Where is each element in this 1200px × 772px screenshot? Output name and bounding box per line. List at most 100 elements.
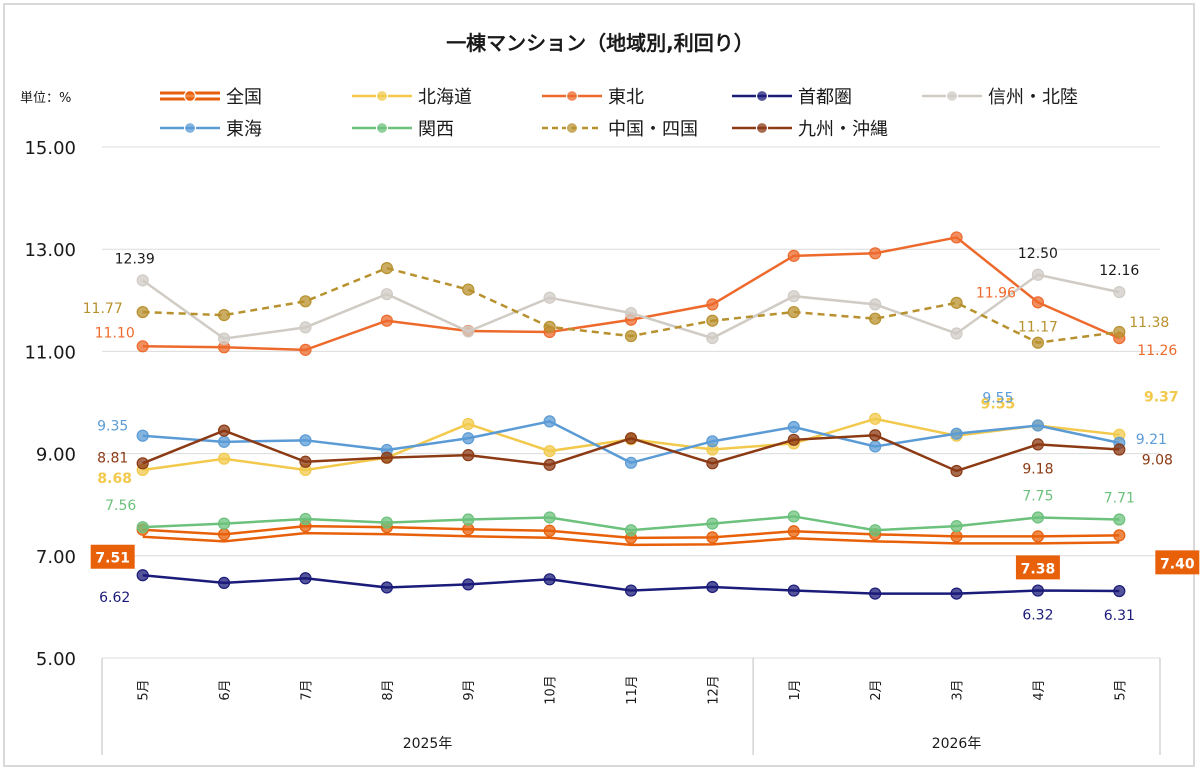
data-point: [706, 531, 719, 544]
data-point: [869, 429, 882, 442]
data-point: [217, 452, 231, 465]
data-label: 7.40: [1160, 556, 1195, 572]
legend-label: 中国・四国: [608, 119, 698, 140]
data-point: [543, 415, 556, 428]
data-point: [136, 340, 149, 353]
data-label: 11.38: [1129, 315, 1169, 331]
legend-label: 東海: [226, 119, 262, 140]
data-label: 12.50: [1018, 246, 1058, 262]
legend-label: 首都圏: [798, 87, 852, 108]
data-point: [217, 424, 231, 437]
data-point: [950, 296, 963, 309]
data-point: [462, 578, 475, 591]
x-tick-label: 10月: [544, 675, 559, 705]
legend-label: 全国: [226, 87, 262, 108]
data-point: [462, 325, 475, 338]
data-point: [950, 587, 963, 600]
data-point: [787, 305, 800, 319]
legend-label: 九州・沖縄: [798, 119, 888, 140]
data-label-box: [90, 544, 135, 569]
data-point: [624, 329, 638, 343]
x-group-label: 2025年: [403, 736, 453, 752]
data-label: 11.96: [976, 285, 1016, 301]
y-tick-label: 5.00: [36, 649, 76, 670]
x-tick-label: 11月: [625, 675, 640, 705]
data-point: [543, 573, 556, 586]
data-label: 11.26: [1137, 343, 1177, 359]
data-point: [1031, 336, 1045, 349]
data-point: [624, 432, 638, 445]
data-point: [869, 524, 882, 537]
data-point: [869, 440, 882, 453]
legend-marker: [565, 121, 579, 135]
data-label: 12.16: [1099, 263, 1139, 279]
data-label: 7.38: [1021, 561, 1056, 577]
data-point: [543, 511, 556, 524]
data-point: [136, 429, 149, 442]
y-tick-label: 11.00: [24, 342, 76, 363]
data-point: [543, 320, 556, 333]
data-label: 11.17: [1018, 320, 1058, 336]
data-label: 9.37: [1144, 390, 1179, 406]
data-point: [706, 517, 719, 530]
data-point: [1113, 443, 1126, 456]
data-point: [1031, 268, 1045, 281]
data-point: [217, 517, 231, 530]
data-point: [869, 298, 882, 311]
data-label: 7.51: [95, 551, 130, 567]
data-label: 7.75: [1022, 488, 1053, 504]
y-tick-label: 7.00: [36, 547, 76, 568]
data-label: 6.62: [99, 590, 130, 606]
data-point: [299, 512, 312, 526]
data-point: [950, 464, 963, 478]
legend-marker: [755, 89, 769, 103]
data-point: [299, 434, 312, 447]
data-point: [136, 569, 149, 582]
data-point: [869, 312, 882, 325]
data-point: [1031, 438, 1045, 451]
data-point: [706, 457, 719, 470]
data-point: [1113, 584, 1126, 598]
data-point: [1031, 584, 1045, 597]
data-point: [299, 572, 312, 585]
data-point: [950, 530, 963, 543]
data-label-box: [1015, 555, 1060, 580]
data-point: [787, 584, 800, 597]
data-point: [706, 332, 719, 345]
data-point: [1031, 296, 1045, 309]
y-tick-label: 15.00: [24, 138, 76, 159]
data-label: 8.81: [97, 450, 128, 466]
data-point: [462, 449, 475, 462]
data-label: 9.55: [982, 390, 1013, 406]
data-point: [136, 274, 149, 287]
x-tick-label: 2月: [869, 679, 884, 700]
x-tick-label: 5月: [1113, 679, 1128, 700]
data-point: [217, 435, 231, 448]
data-label: 11.10: [95, 325, 135, 341]
data-point: [136, 457, 149, 470]
x-tick-label: 3月: [951, 679, 966, 700]
data-point: [543, 444, 556, 458]
data-point: [787, 249, 800, 262]
data-point: [217, 332, 231, 345]
data-label: 7.71: [1104, 491, 1135, 507]
data-point: [787, 420, 800, 434]
data-point: [299, 343, 312, 356]
data-label: 9.08: [1142, 453, 1173, 469]
x-tick-label: 9月: [462, 679, 477, 700]
data-point: [624, 456, 638, 469]
legend-label: 北海道: [418, 87, 472, 108]
data-point: [1031, 530, 1045, 543]
data-label: 9.18: [1022, 461, 1053, 477]
legend-marker: [755, 121, 769, 135]
legend-marker: [183, 89, 197, 103]
data-point: [462, 432, 475, 445]
data-point: [462, 513, 475, 526]
x-tick-label: 6月: [218, 679, 233, 700]
series-line: [141, 273, 1120, 340]
data-point: [624, 584, 638, 597]
data-point: [787, 290, 800, 303]
data-label: 6.31: [1104, 608, 1135, 624]
data-point: [380, 516, 393, 529]
